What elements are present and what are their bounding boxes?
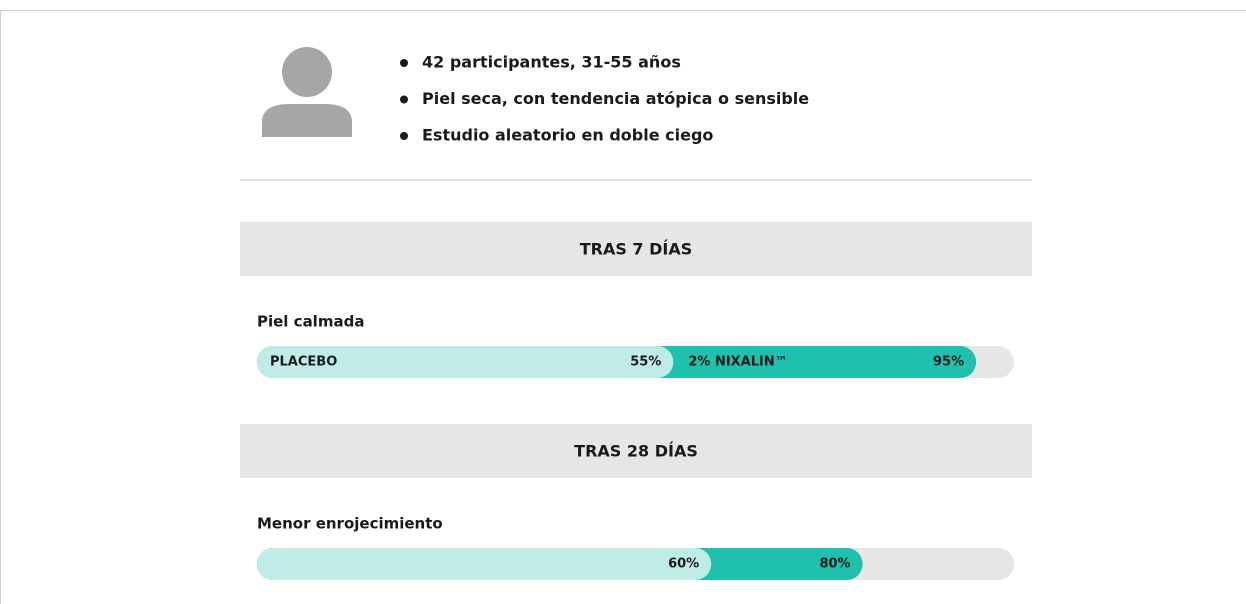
value-label: 95% [933,355,964,370]
value-label: 80% [819,557,850,572]
value-label: 60% [668,557,699,572]
bar [257,346,674,378]
metric-label: Menor enrojecimiento [257,515,443,533]
series-name: PLACEBO [270,355,337,370]
section-header [240,424,1032,478]
bullet-text: Estudio aleatorio en doble ciego [422,126,713,145]
section-title: TRAS 28 DÍAS [574,442,698,461]
bullet-dot [400,95,408,104]
metric-label: Piel calmada [257,313,364,331]
bullet-text: 42 participantes, 31-55 años [422,53,681,72]
series-name: 2% NIXALIN™ [688,355,787,370]
bullet-dot [400,59,408,67]
bullet-text: Piel seca, con tendencia atópica o sensi… [422,89,809,108]
section-header [240,222,1032,276]
value-label: 55% [630,355,661,370]
bullet-dot [400,132,408,140]
avatar-head [282,47,332,97]
section-title: TRAS 7 DÍAS [580,240,693,259]
bar [257,548,712,580]
frame [0,10,1246,604]
avatar-body [262,104,352,137]
